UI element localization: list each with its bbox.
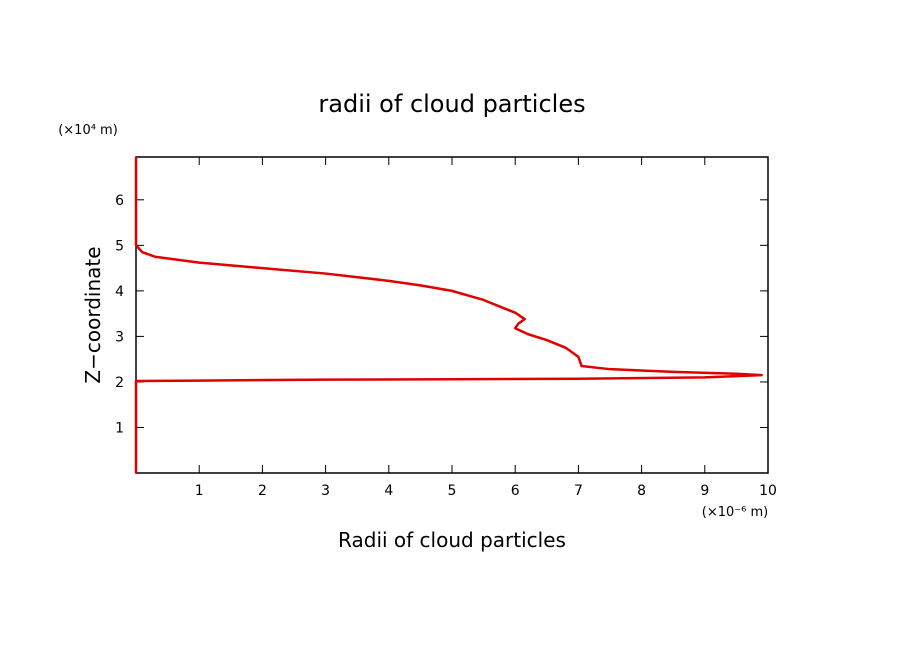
x-tick-label: 4 [384, 483, 393, 499]
chart-title: radii of cloud particles [318, 90, 585, 118]
x-tick-label: 2 [258, 483, 267, 499]
x-tick-label: 7 [574, 483, 583, 499]
x-tick-label: 5 [448, 483, 457, 499]
data-line [134, 157, 763, 473]
x-tick-label: 8 [637, 483, 646, 499]
y-tick-label: 6 [115, 193, 124, 209]
x-tick-label: 6 [511, 483, 520, 499]
y-tick-label: 4 [115, 284, 124, 300]
y-tick-label: 3 [115, 329, 124, 345]
x-tick-label: 1 [195, 483, 204, 499]
y-tick-label: 5 [115, 238, 124, 254]
x-tick-label: 3 [321, 483, 330, 499]
y-tick-label: 1 [115, 420, 124, 436]
y-axis-label: Z−coordinate [81, 246, 105, 383]
y-tick-label: 2 [115, 375, 124, 391]
plot-frame [135, 156, 769, 474]
x-axis-label: Radii of cloud particles [338, 528, 566, 552]
y-unit-label: (×10⁴ m) [58, 123, 118, 138]
x-tick-label: 10 [759, 483, 777, 499]
x-unit-label: (×10⁻⁶ m) [702, 505, 768, 520]
x-tick-label: 9 [700, 483, 709, 499]
